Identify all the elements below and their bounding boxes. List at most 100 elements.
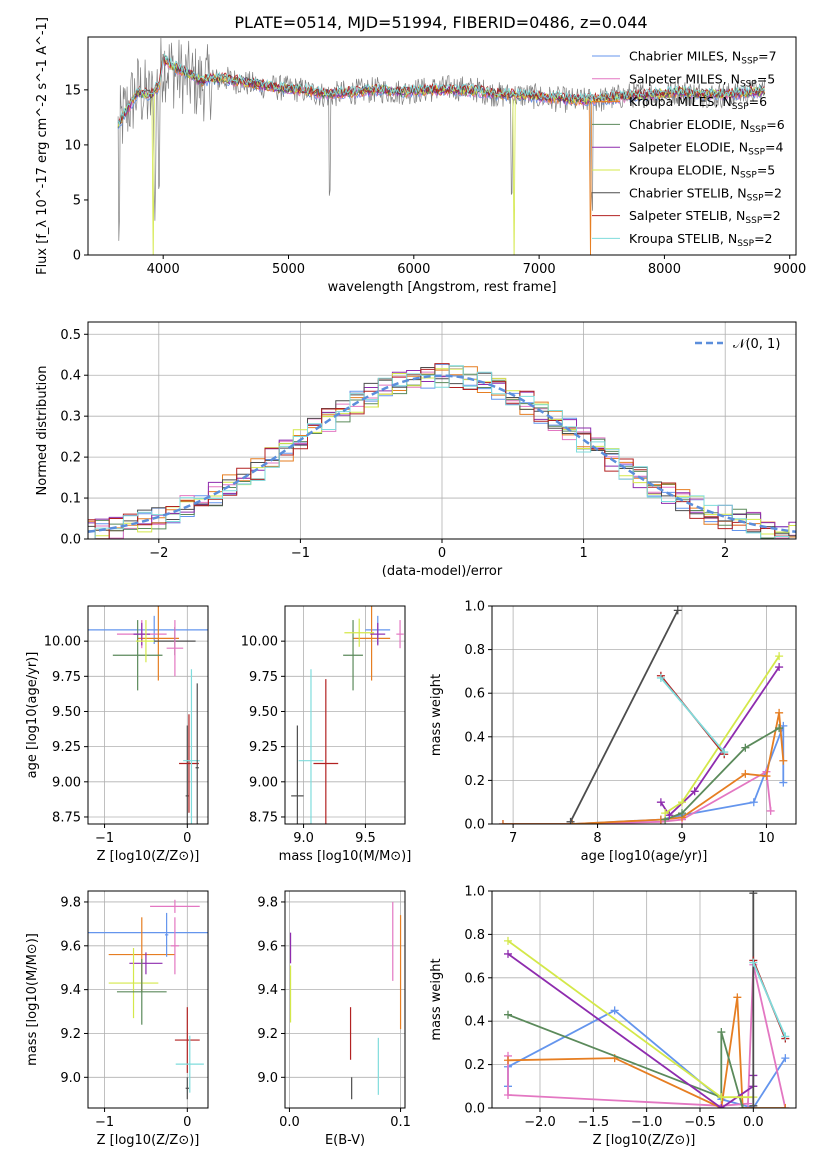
y-tick-label: 9.2 — [257, 1027, 278, 1042]
x-tick-label: 10 — [758, 831, 775, 846]
y-tick-label: 1.0 — [464, 885, 485, 900]
y-axis-label: mass [log10(M/M⊙)] — [25, 933, 40, 1066]
normal-curve — [88, 374, 796, 534]
data-point — [656, 673, 665, 682]
y-axis-label: mass weight — [429, 674, 444, 756]
data-point — [720, 748, 729, 757]
model-salpeter-stelib — [118, 53, 765, 121]
spectrum-legend: Chabrier MILES, NSSP=7 Salpeter MILES, NS… — [592, 49, 785, 249]
data-point — [733, 993, 742, 1002]
legend-entry: Salpeter ELODIE, NSSP=4 — [629, 140, 784, 158]
y-tick-label: 0.8 — [464, 643, 485, 658]
series-kroupa-stelib — [660, 677, 725, 753]
x-tick-label: −2 — [149, 546, 168, 561]
x-tick-label: −2.0 — [524, 1115, 556, 1130]
x-tick-label: 0 — [438, 546, 446, 561]
data-point — [741, 743, 750, 752]
plot-frame — [491, 890, 797, 1109]
legend-entry: Chabrier ELODIE, NSSP=6 — [629, 117, 785, 135]
x-tick-label: 4000 — [147, 262, 180, 277]
x-axis-label: wavelength [Angstrom, rest frame] — [328, 280, 557, 295]
series-kroupa-stelib — [752, 962, 787, 1037]
panel-age-vs-Z: −1 0 8.75 9.00 9.25 9.50 9.75 10.00 Z [log10(Z/Z… — [25, 605, 209, 864]
x-axis-label: Z [log10(Z/Z⊙)] — [97, 849, 200, 864]
panel-age-vs-mass: 9.0 9.5 8.75 9.00 9.25 9.50 9.75 10.00 mass [log… — [241, 605, 412, 864]
y-tick-label: 0.2 — [464, 1058, 485, 1073]
y-tick-label: 9.4 — [257, 983, 278, 998]
data-point — [749, 1101, 758, 1108]
y-tick-label: 10 — [64, 138, 81, 153]
x-tick-label: 7 — [509, 831, 517, 846]
y-tick-label: 0.4 — [464, 1015, 485, 1030]
data-point — [781, 1054, 790, 1063]
x-tick-label: 5000 — [272, 262, 305, 277]
y-axis-label: mass weight — [429, 958, 444, 1040]
y-tick-label: 10.00 — [241, 635, 278, 650]
y-tick-label: 9.6 — [60, 939, 81, 954]
y-tick-label: 0.1 — [60, 492, 81, 507]
y-axis-label: age [log10(age/yr)] — [25, 652, 40, 779]
x-tick-label: 8000 — [648, 262, 681, 277]
errorbars — [88, 606, 208, 824]
panel-mass-weight-vs-Z: −2.0 −1.5 −1.0 −0.5 0.0 0.0 0.2 0.4 0.6 0.8 1.0 Z [… — [429, 885, 797, 1148]
plot-frame — [87, 36, 797, 256]
y-tick-label: 8.75 — [52, 810, 81, 825]
data-point — [498, 820, 507, 824]
y-tick-label: 9.50 — [52, 705, 81, 720]
legend-entry: Kroupa STELIB, NSSP=2 — [629, 231, 773, 249]
histogram-salpeter-elodie — [88, 368, 796, 528]
legend-entry: Salpeter STELIB, NSSP=2 — [629, 208, 781, 226]
y-tick-label: 0.0 — [464, 1102, 485, 1117]
data-point — [717, 1093, 726, 1102]
y-tick-label: 9.8 — [60, 895, 81, 910]
y-tick-label: 0.0 — [60, 533, 81, 548]
y-tick-label: 9.4 — [60, 983, 81, 998]
data-point — [665, 811, 674, 820]
legend-entry: Kroupa ELODIE, NSSP=5 — [629, 163, 775, 181]
series-salpeter-elodie — [660, 666, 780, 817]
data-point — [781, 1104, 790, 1108]
data-point — [741, 769, 750, 778]
y-tick-label: 9.0 — [60, 1071, 81, 1086]
data-point — [775, 708, 784, 717]
x-tick-label: 0.0 — [743, 1115, 764, 1130]
x-tick-label: −0.5 — [684, 1115, 716, 1130]
weight-lines — [498, 606, 788, 824]
y-tick-label: 9.00 — [52, 775, 81, 790]
y-tick-label: 5 — [73, 193, 81, 208]
y-tick-label: 9.75 — [249, 670, 278, 685]
data-point — [504, 936, 512, 945]
data-point — [775, 663, 784, 672]
figure-title: PLATE=0514, MJD=51994, FIBERID=0486, z=0… — [234, 13, 647, 32]
x-axis-label: Z [log10(Z/Z⊙)] — [97, 1133, 200, 1148]
panel-mass-weight-vs-age: 7 8 9 10 0.0 0.2 0.4 0.6 0.8 1.0 age [log10(age/yr… — [429, 600, 797, 864]
errorbars — [291, 606, 404, 824]
data-point — [504, 1056, 512, 1065]
x-tick-label: 6000 — [397, 262, 430, 277]
y-tick-label: 0.8 — [464, 928, 485, 943]
y-tick-label: 9.0 — [257, 1071, 278, 1086]
y-tick-label: 9.50 — [249, 705, 278, 720]
data-point — [610, 1006, 619, 1015]
x-tick-label: 0 — [183, 831, 191, 846]
panel-mass-vs-ebv: 0.0 0.1 9.0 9.2 9.4 9.6 9.8 E(B-V) — [257, 890, 411, 1148]
y-tick-label: 15 — [64, 83, 81, 98]
legend-entry: Kroupa MILES, NSSP=6 — [629, 94, 767, 112]
x-tick-label: 9.5 — [355, 831, 376, 846]
x-tick-label: 7000 — [523, 262, 556, 277]
x-axis-label: mass [log10(M/M⊙)] — [279, 849, 412, 864]
x-tick-label: −1 — [95, 831, 114, 846]
y-tick-label: 9.75 — [52, 670, 81, 685]
data-point — [762, 772, 771, 781]
x-tick-label: 9 — [678, 831, 686, 846]
weight-lines — [504, 891, 790, 1108]
data-point — [656, 798, 665, 807]
series-kroupa-miles — [507, 997, 786, 1108]
histogram-chabrier-stelib — [88, 367, 796, 537]
x-tick-label: 0.0 — [279, 1115, 300, 1130]
y-tick-label: 8.75 — [249, 810, 278, 825]
data-point — [749, 958, 758, 967]
y-tick-label: 9.8 — [257, 895, 278, 910]
data-point — [678, 809, 686, 818]
x-tick-label: −1.5 — [578, 1115, 610, 1130]
